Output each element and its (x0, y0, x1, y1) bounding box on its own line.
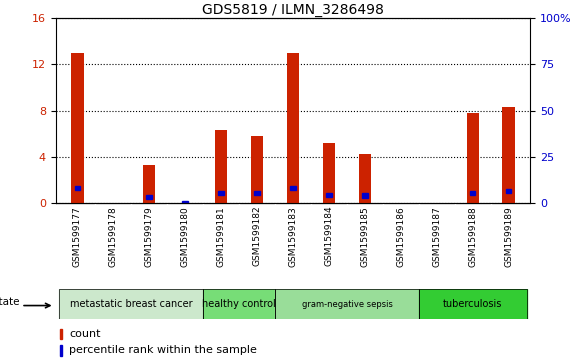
Bar (326, 193, 332, 197)
Bar (146, 195, 152, 199)
Text: metastatic breast cancer: metastatic breast cancer (70, 299, 192, 309)
Bar (59, 289, 203, 319)
Bar (362, 193, 367, 197)
Text: GSM1599182: GSM1599182 (253, 206, 261, 266)
Bar (470, 191, 475, 195)
Text: gram-negative sepsis: gram-negative sepsis (302, 299, 393, 309)
Text: percentile rank within the sample: percentile rank within the sample (69, 345, 257, 355)
Text: GSM1599178: GSM1599178 (109, 206, 118, 266)
Bar (419, 289, 527, 319)
Bar (251, 136, 263, 203)
Bar (182, 201, 188, 205)
Text: GSM1599181: GSM1599181 (217, 206, 226, 266)
Bar (60, 329, 62, 339)
Text: GSM1599180: GSM1599180 (180, 206, 190, 266)
Bar (203, 289, 275, 319)
Text: GSM1599186: GSM1599186 (396, 206, 406, 266)
Bar (143, 165, 155, 203)
Text: GSM1599177: GSM1599177 (73, 206, 81, 266)
Bar (254, 191, 260, 196)
Text: GSM1599185: GSM1599185 (360, 206, 369, 266)
Text: healthy control: healthy control (202, 299, 276, 309)
Text: GSM1599189: GSM1599189 (505, 206, 513, 266)
Text: GSM1599179: GSM1599179 (145, 206, 154, 266)
Title: GDS5819 / ILMN_3286498: GDS5819 / ILMN_3286498 (202, 3, 384, 17)
Bar (359, 154, 371, 203)
Bar (502, 107, 515, 203)
Bar (203, 289, 275, 319)
Text: GSM1599184: GSM1599184 (325, 206, 333, 266)
Text: GSM1599183: GSM1599183 (288, 206, 298, 266)
Bar (506, 189, 512, 193)
Bar (323, 143, 335, 203)
Bar (60, 345, 62, 356)
Text: GSM1599188: GSM1599188 (468, 206, 477, 266)
Bar (466, 113, 479, 203)
Bar (219, 191, 224, 195)
Text: count: count (69, 329, 101, 339)
Bar (215, 130, 227, 203)
Bar (59, 289, 203, 319)
Bar (71, 53, 84, 203)
Bar (287, 53, 299, 203)
Bar (290, 187, 296, 191)
Bar (419, 289, 527, 319)
Bar (275, 289, 419, 319)
Text: GSM1599187: GSM1599187 (432, 206, 441, 266)
Bar (74, 187, 80, 191)
Text: disease state: disease state (0, 297, 19, 307)
Text: tuberculosis: tuberculosis (443, 299, 502, 309)
Bar (275, 289, 419, 319)
